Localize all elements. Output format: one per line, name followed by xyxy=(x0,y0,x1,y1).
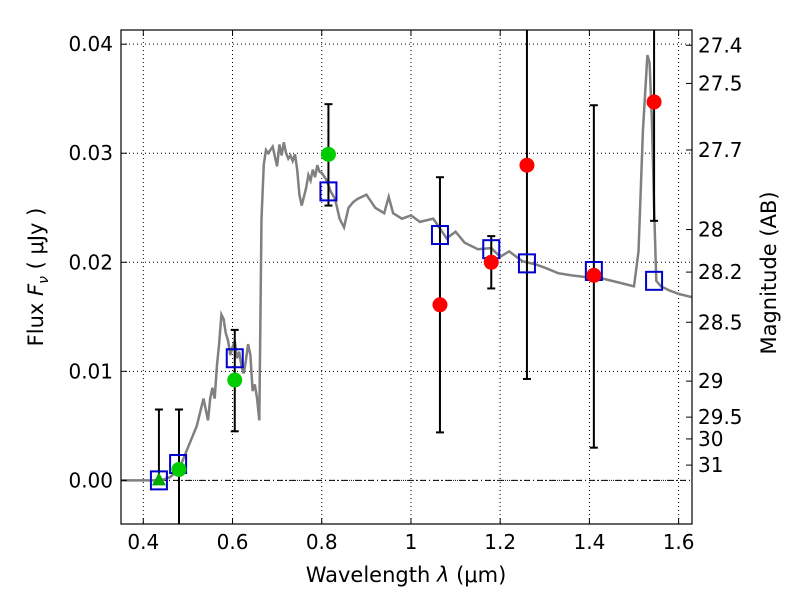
sed-model-line xyxy=(121,54,693,482)
green-detection-point xyxy=(227,372,243,388)
upper-limit-triangle xyxy=(151,472,166,486)
y-tick-label: 0.01 xyxy=(68,359,113,383)
x-tick-label: 0.8 xyxy=(306,530,338,554)
x-tick-label: 0.4 xyxy=(127,530,159,554)
y-tick-label: 0.02 xyxy=(68,250,113,274)
magnitude-tick-label: 28.2 xyxy=(698,260,743,284)
x-tick-label: 1.4 xyxy=(573,530,605,554)
magnitude-tick-label: 30 xyxy=(698,427,723,451)
x-tick-label: 1 xyxy=(405,530,418,554)
red-detection-point xyxy=(586,267,602,283)
red-detection-point xyxy=(483,254,499,270)
y-tick-label: 0.04 xyxy=(68,32,113,56)
y-tick-label: 0.00 xyxy=(68,468,113,492)
x-axis-label: Wavelength λ (μm) xyxy=(306,563,507,587)
magnitude-tick-label: 28.5 xyxy=(698,310,743,334)
x-tick-label: 1.2 xyxy=(484,530,516,554)
model-band-square xyxy=(430,225,449,246)
magnitude-tick-label: 27.4 xyxy=(698,33,743,57)
model-band-square xyxy=(149,470,168,491)
magnitude-tick-label: 31 xyxy=(698,453,723,477)
model-band-square xyxy=(225,348,244,369)
model-band-square xyxy=(319,181,338,202)
x-tick-label: 0.6 xyxy=(217,530,249,554)
grid-lines xyxy=(121,30,692,524)
model-band-square xyxy=(517,253,536,274)
magnitude-axis-label: Magnitude (AB) xyxy=(757,191,781,354)
plot-frame xyxy=(120,29,693,525)
red-detection-point xyxy=(519,157,535,173)
magnitude-tick-label: 29 xyxy=(698,369,723,393)
x-axis-ticks: 0.4 0.6 0.8 1 1.2 1.4 1.6 xyxy=(127,30,695,554)
error-bars xyxy=(154,30,659,524)
red-detection-point xyxy=(646,94,662,110)
y-tick-label: 0.03 xyxy=(68,141,113,165)
green-detection-point xyxy=(171,461,187,477)
red-detection-point xyxy=(432,297,448,313)
magnitude-tick-label: 27.7 xyxy=(698,138,743,162)
y-axis-ticks: 0.00 0.01 0.02 0.03 0.04 xyxy=(68,32,127,492)
x-tick-label: 1.6 xyxy=(663,530,695,554)
magnitude-tick-label: 27.5 xyxy=(698,71,743,95)
data-markers xyxy=(149,94,664,491)
magnitude-tick-label: 28 xyxy=(698,218,723,242)
magnitude-tick-label: 29.5 xyxy=(698,405,743,429)
green-detection-point xyxy=(320,146,336,162)
y-axis-label: Flux Fν ( μJy ) xyxy=(24,208,52,347)
model-band-square xyxy=(645,270,664,291)
